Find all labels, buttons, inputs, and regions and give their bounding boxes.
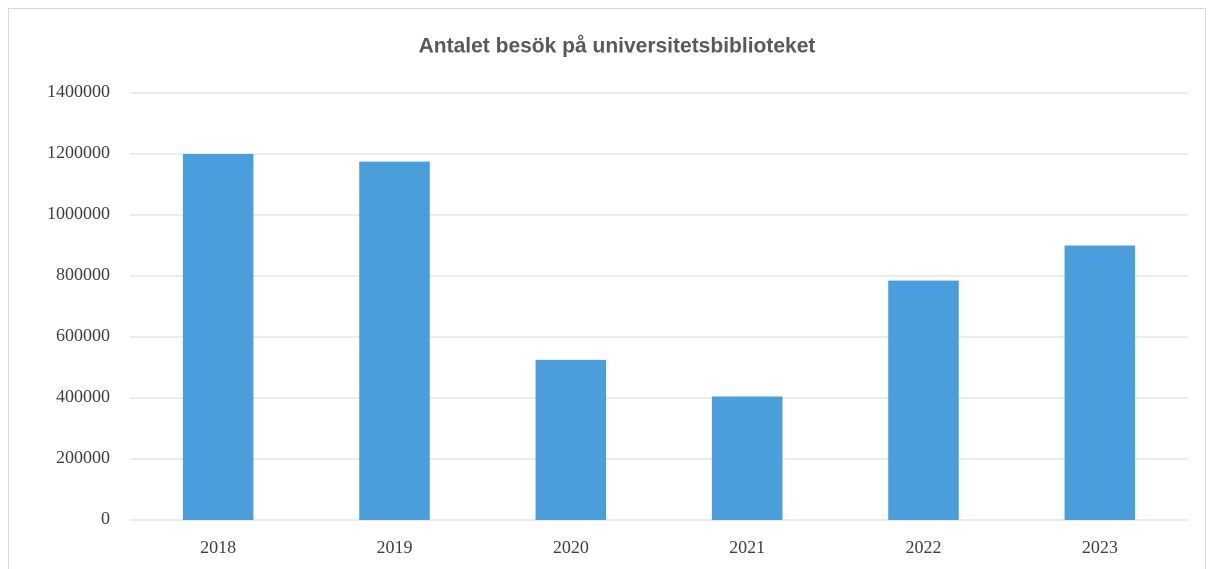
y-tick-label: 1200000 [47,142,110,162]
y-tick-label: 1400000 [47,81,110,101]
y-tick-label: 600000 [56,325,110,345]
bar [182,154,254,520]
x-tick-label: 2019 [377,537,413,557]
bar [359,161,430,520]
bar [1064,245,1136,520]
bar [535,359,607,520]
x-tick-label: 2023 [1082,537,1118,557]
y-tick-label: 400000 [56,386,110,406]
x-tick-label: 2020 [553,537,589,557]
y-tick-label: 0 [101,508,110,528]
chart-title: Antalet besök på universitetsbiblioteket [419,35,816,58]
x-tick-label: 2021 [729,537,765,557]
bar [888,280,959,520]
x-tick-label: 2022 [906,537,942,557]
y-tick-label: 200000 [56,447,110,467]
bar [711,396,783,520]
y-tick-label: 800000 [56,264,110,284]
x-tick-label: 2018 [200,537,236,557]
y-tick-label: 1000000 [47,203,110,223]
